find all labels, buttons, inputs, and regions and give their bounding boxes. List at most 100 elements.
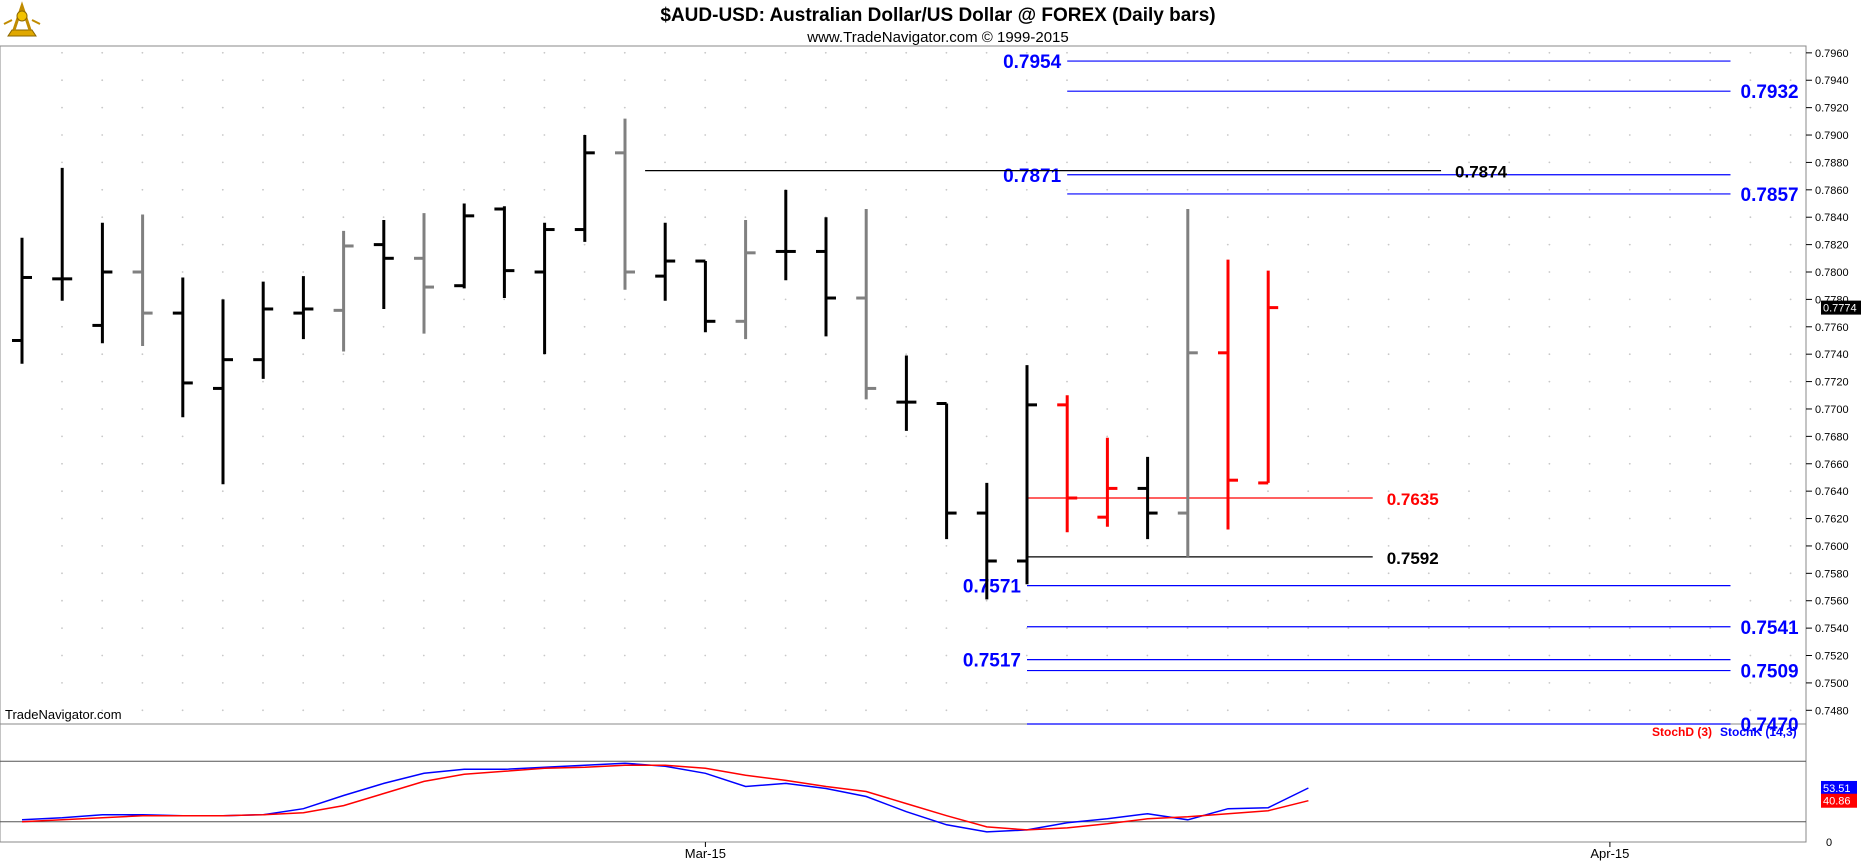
grid-dot xyxy=(1427,654,1430,657)
grid-dot xyxy=(1628,298,1631,301)
grid-dot xyxy=(342,599,345,602)
grid-dot xyxy=(101,106,104,109)
grid-dot xyxy=(302,216,305,219)
grid-dot xyxy=(664,627,666,629)
grid-dot xyxy=(1186,79,1189,82)
grid-dot xyxy=(1307,380,1310,383)
grid-dot xyxy=(905,51,908,54)
grid-dot xyxy=(583,353,586,356)
grid-dot xyxy=(1106,709,1109,712)
grid-dot xyxy=(1669,627,1671,629)
grid-dot xyxy=(1588,599,1591,602)
grid-dot xyxy=(1669,599,1671,602)
grid-dot xyxy=(1427,599,1430,602)
grid-dot xyxy=(824,188,827,191)
grid-dot xyxy=(1146,572,1149,575)
grid-dot xyxy=(1669,216,1671,219)
grid-dot xyxy=(664,682,666,684)
grid-dot xyxy=(1106,435,1109,438)
grid-dot xyxy=(1387,271,1390,273)
grid-dot xyxy=(1347,271,1350,273)
grid-dot xyxy=(1267,79,1269,82)
grid-dot xyxy=(302,545,305,547)
price-tick-label: 0.7880 xyxy=(1815,157,1849,169)
grid-dot xyxy=(1066,627,1068,629)
grid-dot xyxy=(744,216,747,219)
grid-dot xyxy=(101,709,104,712)
grid-dot xyxy=(262,462,264,465)
grid-dot xyxy=(503,517,506,520)
grid-dot xyxy=(1548,243,1551,246)
grid-dot xyxy=(181,435,184,438)
grid-dot xyxy=(1307,188,1310,191)
grid-dot xyxy=(503,627,506,629)
grid-dot xyxy=(1106,599,1109,602)
grid-dot xyxy=(262,380,264,383)
grid-dot xyxy=(664,462,666,465)
grid-dot xyxy=(1669,79,1671,82)
grid-dot xyxy=(1267,572,1269,575)
grid-dot xyxy=(181,545,184,547)
grid-dot xyxy=(1468,627,1470,629)
grid-dot xyxy=(1468,298,1470,301)
grid-dot xyxy=(1427,462,1430,465)
grid-dot xyxy=(1588,188,1591,191)
grid-dot xyxy=(623,462,626,465)
grid-dot xyxy=(1066,216,1068,219)
grid-dot xyxy=(905,682,908,684)
grid-dot xyxy=(61,627,63,629)
grid-dot xyxy=(664,51,666,54)
grid-dot xyxy=(824,572,827,575)
grid-dot xyxy=(704,353,707,356)
grid-dot xyxy=(1789,462,1792,465)
grid-dot xyxy=(1186,106,1189,109)
grid-dot xyxy=(784,353,787,356)
grid-dot xyxy=(543,408,546,410)
grid-dot xyxy=(1186,134,1189,136)
grid-dot xyxy=(543,134,546,136)
grid-dot xyxy=(744,161,747,164)
grid-dot xyxy=(1025,216,1028,219)
level-label: 0.7635 xyxy=(1387,490,1439,509)
stoch-value-label: 40.86 xyxy=(1823,796,1851,808)
grid-dot xyxy=(221,243,224,246)
grid-dot xyxy=(623,490,626,493)
grid-dot xyxy=(342,490,345,493)
grid-dot xyxy=(141,545,144,547)
grid-dot xyxy=(905,435,908,438)
grid-dot xyxy=(945,682,948,684)
grid-dot xyxy=(1427,380,1430,383)
grid-dot xyxy=(905,271,908,273)
grid-dot xyxy=(1387,408,1390,410)
grid-dot xyxy=(784,709,787,712)
price-tick-label: 0.7580 xyxy=(1815,568,1849,580)
grid-dot xyxy=(905,216,908,219)
grid-dot xyxy=(1387,709,1390,712)
grid-dot xyxy=(623,408,626,410)
grid-dot xyxy=(1468,654,1470,657)
grid-dot xyxy=(463,462,465,465)
grid-dot xyxy=(905,627,908,629)
grid-dot xyxy=(583,517,586,520)
grid-dot xyxy=(704,654,707,657)
grid-dot xyxy=(985,599,988,602)
grid-dot xyxy=(342,106,345,109)
grid-dot xyxy=(1709,380,1712,383)
grid-dot xyxy=(784,517,787,520)
grid-dot xyxy=(1709,709,1712,712)
grid-dot xyxy=(865,134,867,136)
grid-dot xyxy=(1066,654,1068,657)
grid-dot xyxy=(865,682,867,684)
grid-dot xyxy=(61,517,63,520)
grid-dot xyxy=(1468,490,1470,493)
grid-dot xyxy=(141,682,144,684)
grid-dot xyxy=(1267,243,1269,246)
grid-dot xyxy=(905,599,908,602)
grid-dot xyxy=(583,325,586,328)
grid-dot xyxy=(382,709,385,712)
grid-dot xyxy=(1307,408,1310,410)
stoch-legend-entry: StochD (3) xyxy=(1652,725,1712,739)
grid-dot xyxy=(664,654,666,657)
grid-dot xyxy=(945,709,948,712)
